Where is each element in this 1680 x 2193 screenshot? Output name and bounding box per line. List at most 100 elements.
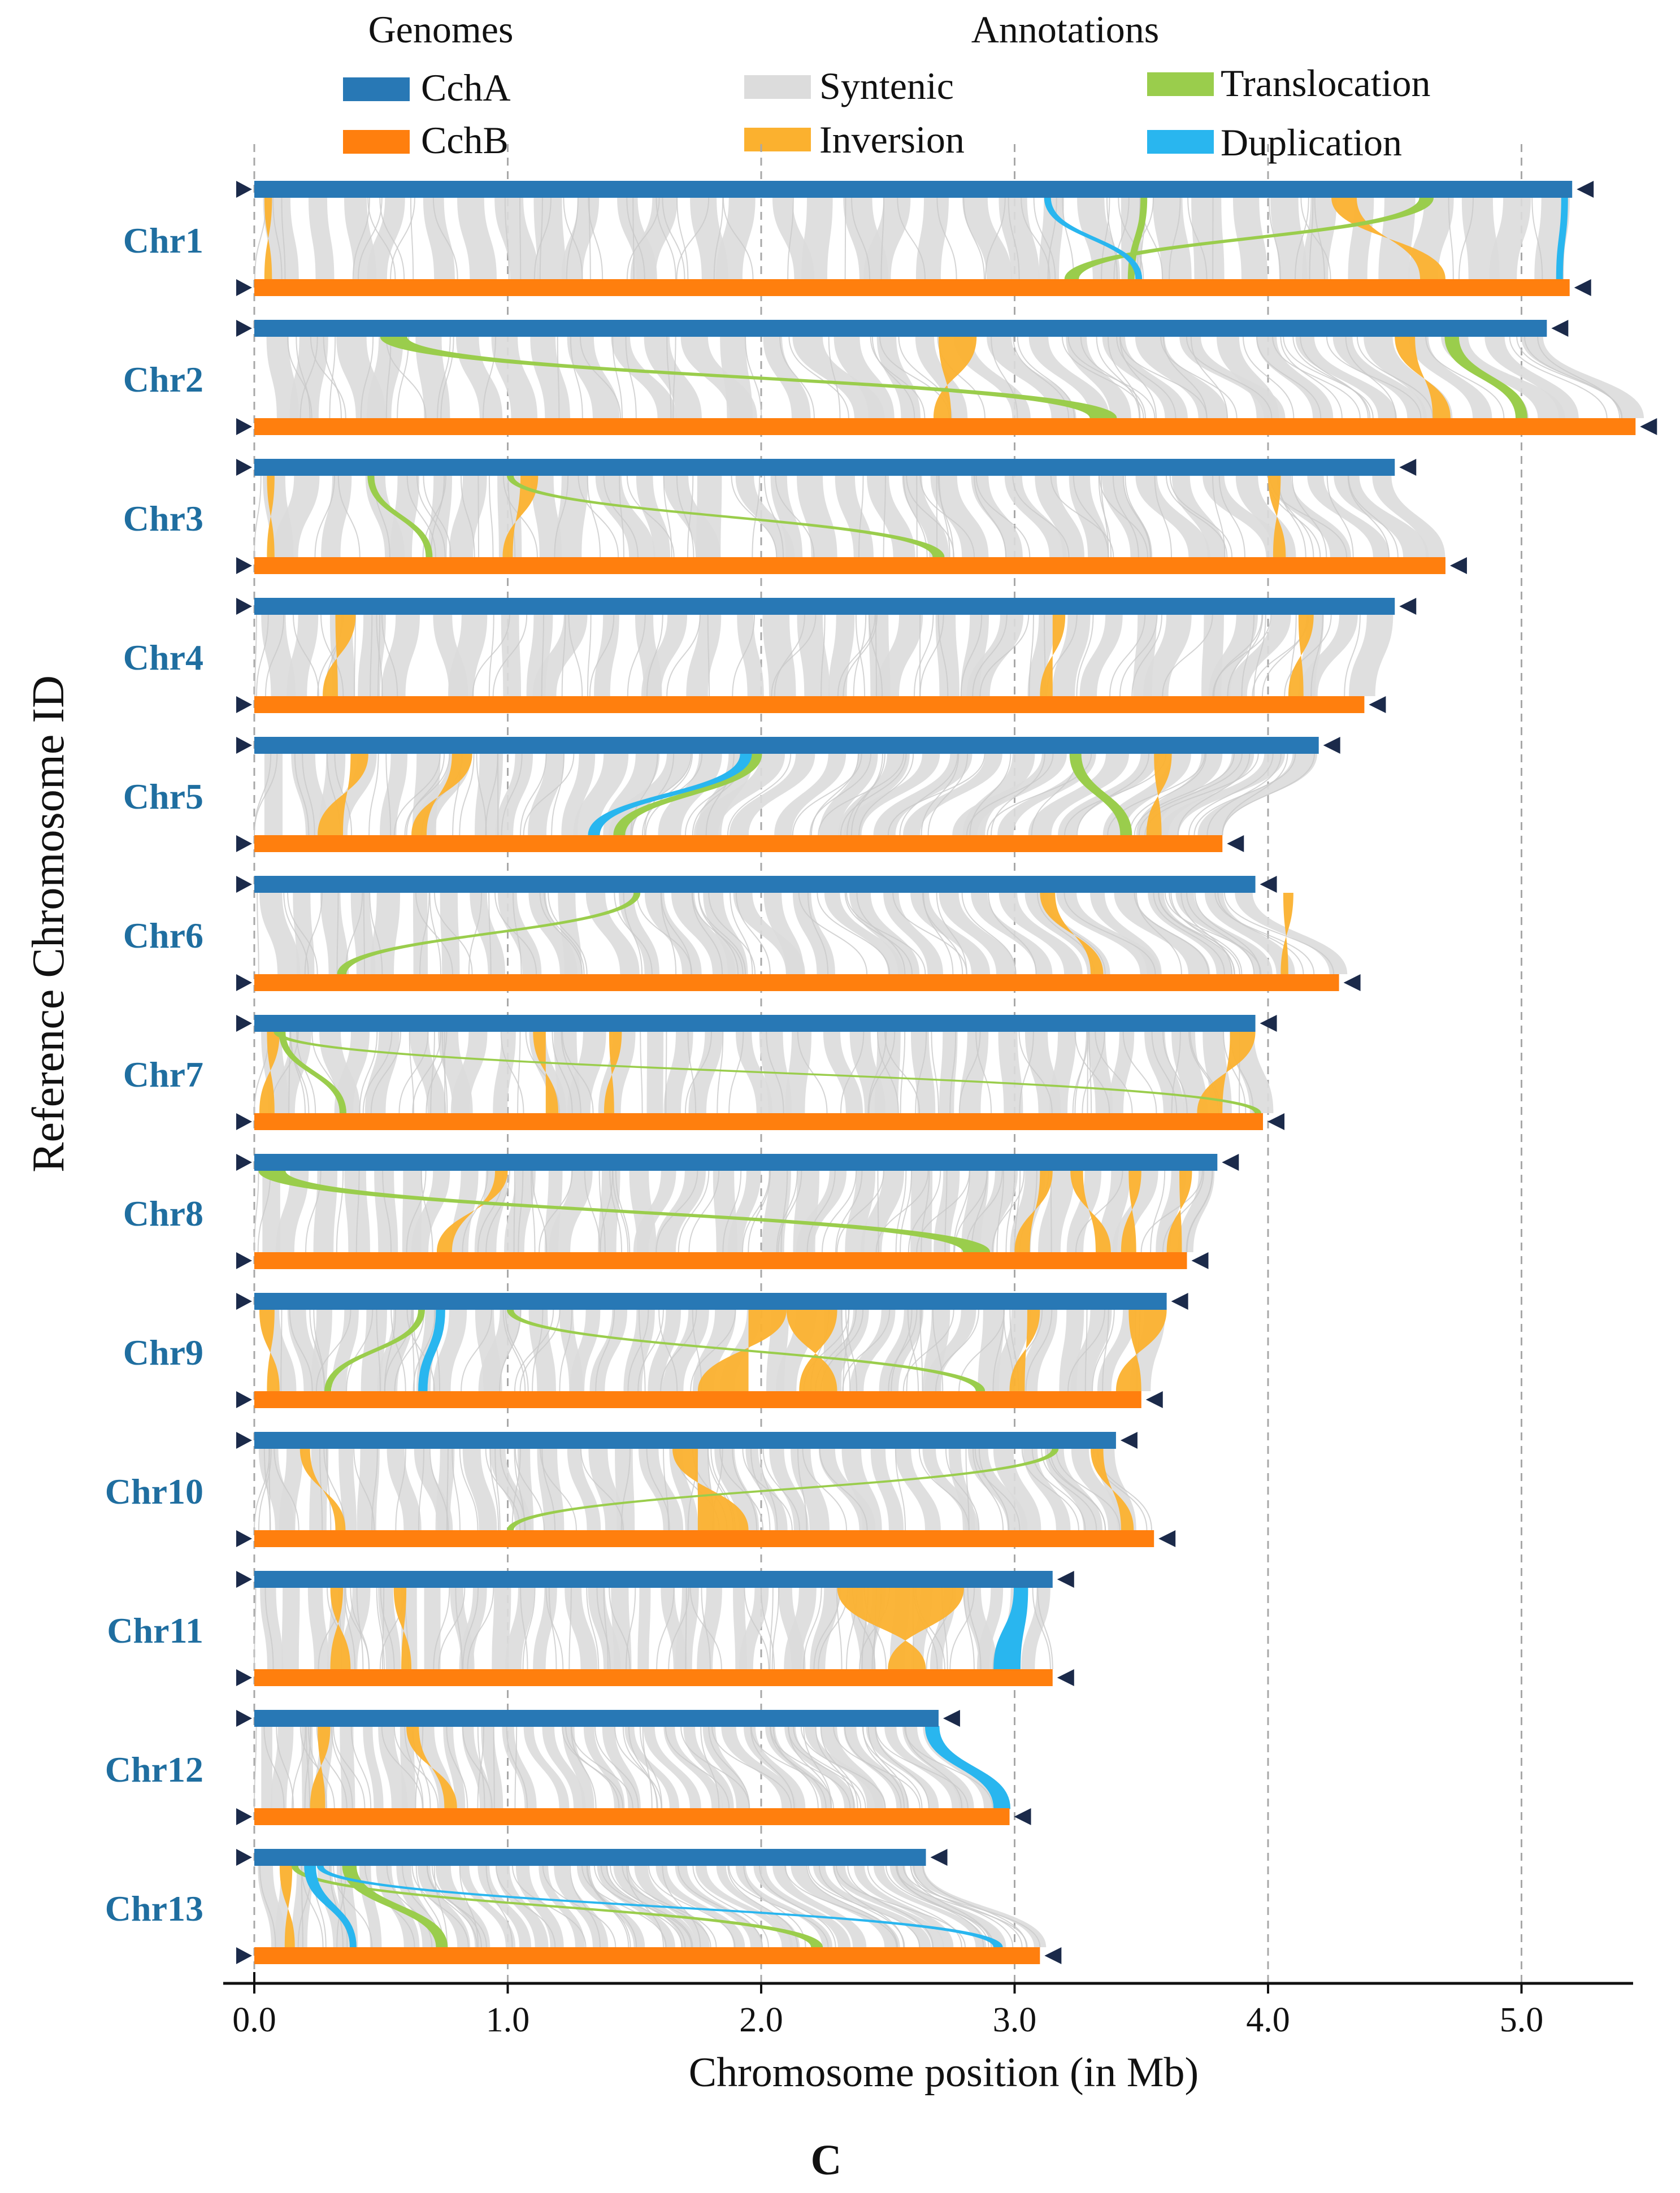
syntenic-block: [1052, 615, 1091, 696]
syntenic-line: [919, 1309, 923, 1392]
syntenic-line: [646, 1448, 670, 1531]
syntenic-line: [1119, 614, 1158, 697]
syntenic-line: [386, 1865, 433, 1948]
syntenic-block: [496, 1866, 549, 1947]
syntenic-line: [875, 1726, 969, 1809]
syntenic-line: [502, 1309, 526, 1392]
syntenic-line: [385, 336, 427, 419]
start-marker-icon: [236, 1252, 252, 1269]
inversion-block: [604, 1032, 622, 1113]
syntenic-line: [759, 1448, 778, 1531]
syntenic-block: [595, 476, 655, 557]
syntenic-block: [785, 1032, 812, 1113]
syntenic-line: [483, 336, 497, 419]
syntenic-block: [448, 615, 488, 696]
syntenic-line: [1118, 197, 1144, 280]
syntenic-line: [287, 892, 318, 975]
syntenic-block: [1217, 337, 1279, 418]
syntenic-block: [495, 754, 533, 835]
legend-swatch-cchB: [343, 130, 410, 154]
syntenic-block: [966, 615, 1024, 696]
syntenic-block: [502, 1727, 537, 1808]
syntenic-block: [523, 1727, 570, 1808]
syntenic-line: [809, 753, 871, 836]
syntenic-line: [554, 475, 569, 558]
syntenic-line: [862, 1726, 923, 1809]
inversion-block: [933, 337, 977, 418]
syntenic-line: [678, 1865, 763, 1948]
syntenic-line: [780, 1170, 788, 1253]
syntenic-line: [1186, 336, 1273, 419]
syntenic-line: [691, 892, 723, 975]
syntenic-line: [472, 614, 510, 697]
inversion-block: [393, 1588, 412, 1669]
syntenic-line: [788, 1726, 832, 1809]
syntenic-line: [1241, 614, 1255, 697]
syntenic-block: [533, 198, 566, 279]
syntenic-line: [844, 1726, 902, 1809]
syntenic-line: [895, 1170, 907, 1253]
syntenic-line: [774, 614, 805, 697]
syntenic-line: [835, 1170, 863, 1253]
syntenic-block: [962, 198, 1012, 279]
syntenic-line: [660, 892, 677, 975]
syntenic-block: [903, 754, 1002, 835]
syntenic-line: [1186, 892, 1255, 975]
syntenic-block: [849, 893, 920, 974]
syntenic-line: [871, 336, 915, 419]
syntenic-line: [587, 614, 592, 697]
syntenic-line: [588, 197, 604, 280]
syntenic-line: [966, 753, 1054, 836]
inversion-block: [1331, 198, 1445, 279]
syntenic-block: [533, 1588, 557, 1669]
links-chr12: [254, 1726, 1011, 1809]
syntenic-block: [875, 615, 923, 696]
syntenic-line: [939, 475, 950, 558]
start-marker-icon: [236, 459, 252, 476]
syntenic-line: [548, 892, 588, 975]
syntenic-line: [775, 475, 815, 558]
syntenic-block: [1299, 615, 1358, 696]
syntenic-line: [514, 1309, 554, 1392]
syntenic-line: [887, 753, 986, 836]
syntenic-line: [972, 1448, 1004, 1531]
syntenic-block: [895, 1449, 941, 1530]
syntenic-line: [1122, 475, 1151, 558]
syntenic-line: [1122, 1031, 1157, 1114]
syntenic-line: [1188, 753, 1274, 836]
start-marker-icon: [236, 181, 252, 198]
syntenic-line: [370, 1031, 402, 1114]
syntenic-block: [961, 1171, 989, 1252]
syntenic-line: [429, 892, 442, 975]
syntenic-line: [932, 1309, 944, 1392]
x-axis-title: Chromosome position (in Mb): [689, 2049, 1199, 2096]
syntenic-block: [821, 1727, 883, 1808]
syntenic-block: [457, 198, 497, 279]
syntenic-block: [281, 1588, 300, 1669]
syntenic-line: [485, 1448, 521, 1531]
syntenic-line: [1222, 753, 1288, 836]
syntenic-block: [532, 615, 588, 696]
end-marker-icon: [1057, 1669, 1074, 1686]
syntenic-line: [665, 1726, 730, 1809]
syntenic-line: [452, 1448, 461, 1531]
syntenic-line: [289, 1031, 306, 1114]
inversion-block: [1009, 1310, 1040, 1391]
syntenic-block: [1203, 476, 1288, 557]
syntenic-line: [655, 1170, 698, 1253]
syntenic-line: [1171, 1031, 1181, 1114]
syntenic-block: [688, 1032, 723, 1113]
bar-cchB-chr6: [254, 974, 1339, 991]
inversion-block: [786, 1310, 837, 1391]
inversion-block: [1288, 615, 1314, 696]
syntenic-line: [1227, 614, 1264, 697]
syntenic-line: [728, 1865, 829, 1948]
syntenic-line: [631, 753, 692, 836]
syntenic-line: [541, 1448, 556, 1531]
end-marker-icon: [1551, 320, 1569, 337]
start-marker-icon: [236, 1293, 252, 1310]
syntenic-block: [462, 1449, 497, 1530]
start-marker-icon: [236, 279, 252, 296]
end-marker-icon: [1222, 1154, 1239, 1171]
syntenic-line: [919, 475, 975, 558]
